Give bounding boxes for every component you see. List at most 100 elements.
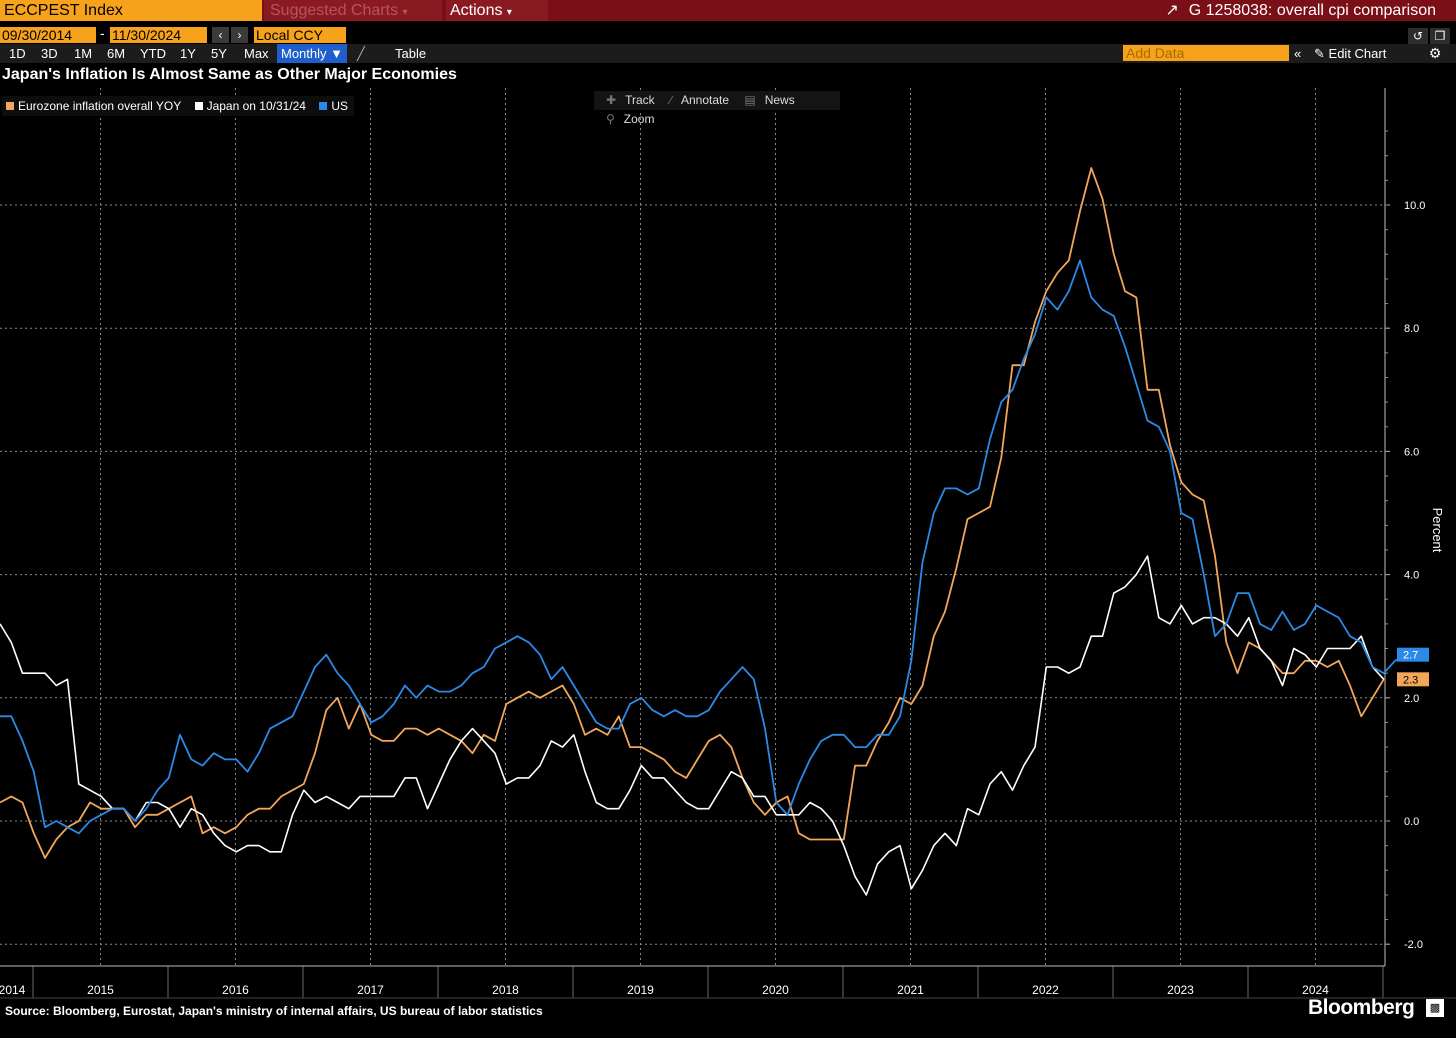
last-value-box (1397, 672, 1429, 687)
x-tick-label: 2024 (1302, 983, 1329, 997)
axis-labels: 2014 2015 2016 2017 2018 2019 2020 2021 2022 2023… (0, 200, 1445, 997)
news-icon: ▤ (744, 93, 756, 107)
y-tick-label: 2.0 (1404, 693, 1419, 705)
x-tick-label: 2022 (1032, 983, 1059, 997)
x-tick-label: 2021 (897, 983, 924, 997)
next-period-button[interactable]: › (231, 27, 248, 43)
end-date-field[interactable]: 11/30/2024 (110, 27, 207, 43)
bloomberg-logo: Bloomberg (1308, 996, 1415, 1019)
news-label: News (764, 93, 795, 107)
chart-legend: Eurozone inflation overall YOY Japan on … (2, 96, 354, 116)
y-tick-label: 10.0 (1404, 200, 1425, 212)
axes (0, 88, 1456, 999)
actions-button[interactable]: Actions ▾ (446, 0, 548, 21)
y-tick-label: 4.0 (1404, 570, 1419, 582)
x-tick-label: 2018 (492, 983, 519, 997)
date-range-row: 09/30/2014 - 11/30/2024 ‹ › Local CCY ↺ ❐ (0, 24, 1456, 44)
chart-id-title: ↗ G 1258038: overall cpi comparison (1165, 0, 1436, 21)
gear-icon[interactable]: ⚙ (1428, 45, 1442, 61)
us-line (0, 259, 1407, 835)
y-tick-label: 6.0 (1404, 446, 1419, 458)
x-tick-label: 2016 (222, 983, 249, 997)
period-button-6m[interactable]: 6M (107, 46, 126, 61)
legend-item-eurozone[interactable]: Eurozone inflation overall YOY (6, 96, 181, 116)
table-button[interactable]: Table (395, 46, 427, 61)
track-label: Track (625, 93, 655, 107)
add-data-input[interactable]: Add Data (1123, 45, 1289, 61)
x-tick-label: 2020 (762, 983, 789, 997)
news-tool[interactable]: ▤ News (738, 91, 794, 110)
last-value-text: 2.7 (1403, 650, 1418, 662)
track-tool[interactable]: ✚ Track (600, 91, 655, 110)
legend-swatch (194, 102, 203, 110)
line-chart-icon[interactable]: ╱ (357, 46, 365, 61)
window-controls: ↺ ❐ (1406, 27, 1450, 44)
legend-swatch (319, 102, 328, 110)
y-tick-label: -2.0 (1404, 939, 1423, 951)
x-tick-label: 2019 (627, 983, 654, 997)
chevron-down-icon: ▾ (402, 7, 408, 18)
date-separator: - (100, 25, 105, 41)
source-note: Source: Bloomberg, Eurostat, Japan's min… (5, 1004, 543, 1018)
japan-line (0, 555, 1385, 896)
legend-label: US (331, 99, 348, 113)
previous-period-button[interactable]: ‹ (212, 27, 229, 43)
last-value-box (1397, 647, 1429, 662)
chat-icon[interactable]: ▩ (1426, 999, 1444, 1017)
period-button-1y[interactable]: 1Y (180, 46, 196, 61)
annotate-tool[interactable]: ∕ Annotate (664, 91, 729, 110)
zoom-label: Zoom (623, 112, 655, 126)
legend-item-us[interactable]: US (319, 96, 348, 116)
last-value-us: 2.7 (1397, 647, 1429, 662)
currency-select[interactable]: Local CCY (254, 27, 346, 43)
crosshair-icon: ✚ (606, 93, 617, 107)
collapse-icon[interactable]: « (1294, 46, 1302, 61)
suggested-charts-label: Suggested Charts (270, 2, 399, 19)
external-link-icon[interactable]: ↗ (1165, 2, 1179, 19)
period-toolbar: 1D 3D 1M 6M YTD 1Y 5Y Max Monthly ▼ ╱ Ta… (0, 44, 1456, 63)
legend-label: Eurozone inflation overall YOY (18, 99, 182, 113)
annotate-icon: ∕ (669, 93, 672, 107)
period-button-3d[interactable]: 3D (41, 46, 58, 61)
edit-chart-button[interactable]: ✎ Edit Chart (1314, 44, 1386, 63)
x-tick-label: 2017 (357, 983, 384, 997)
x-tick-label: 2015 (87, 983, 114, 997)
start-date-field[interactable]: 09/30/2014 (0, 27, 96, 43)
chart-tools: ✚ Track ∕ Annotate ▤ News ⚲ Zoom (594, 91, 840, 126)
period-button-1d[interactable]: 1D (9, 46, 26, 61)
y-tick-label: 0.0 (1404, 816, 1419, 828)
legend-swatch (6, 102, 14, 110)
command-bar: ECCPEST Index Suggested Charts ▾ Actions… (0, 0, 1456, 21)
zoom-icon: ⚲ (606, 112, 615, 126)
undo-icon[interactable]: ↺ (1408, 28, 1428, 44)
chart-title: Japan's Inflation Is Almost Same as Othe… (2, 66, 457, 83)
frequency-select[interactable]: Monthly ▼ (277, 44, 347, 63)
period-button-5y[interactable]: 5Y (211, 46, 227, 61)
zoom-tool[interactable]: ⚲ Zoom (600, 110, 654, 129)
grid (0, 88, 1385, 966)
copy-icon[interactable]: ❐ (1430, 28, 1450, 44)
actions-label: Actions (450, 2, 503, 19)
period-button-ytd[interactable]: YTD (140, 46, 166, 61)
last-value-eurozone: 2.3 (1397, 672, 1429, 687)
chevron-down-icon: ▾ (506, 7, 512, 18)
x-tick-label: 2023 (1167, 983, 1194, 997)
y-tick-label: 8.0 (1404, 323, 1419, 335)
y-axis-label: Percent (1430, 508, 1445, 553)
legend-label: Japan on 10/31/24 (206, 99, 306, 113)
annotate-label: Annotate (680, 93, 730, 107)
eurozone-line (0, 167, 1385, 859)
x-tick-label: 2014 (0, 983, 26, 997)
pencil-icon: ✎ (1314, 46, 1325, 61)
last-value-text: 2.3 (1403, 674, 1418, 686)
period-button-max[interactable]: Max (244, 46, 269, 61)
chart-id-label: G 1258038: overall cpi comparison (1188, 2, 1436, 19)
legend-item-japan[interactable]: Japan on 10/31/24 (194, 96, 306, 116)
period-button-1m[interactable]: 1M (74, 46, 93, 61)
ticker-field[interactable]: ECCPEST Index (0, 0, 262, 21)
suggested-charts-button[interactable]: Suggested Charts ▾ (264, 0, 442, 21)
edit-chart-label: Edit Chart (1328, 46, 1387, 61)
chart-footer: Source: Bloomberg, Eurostat, Japan's min… (0, 996, 1456, 1038)
series-lines (0, 167, 1407, 896)
